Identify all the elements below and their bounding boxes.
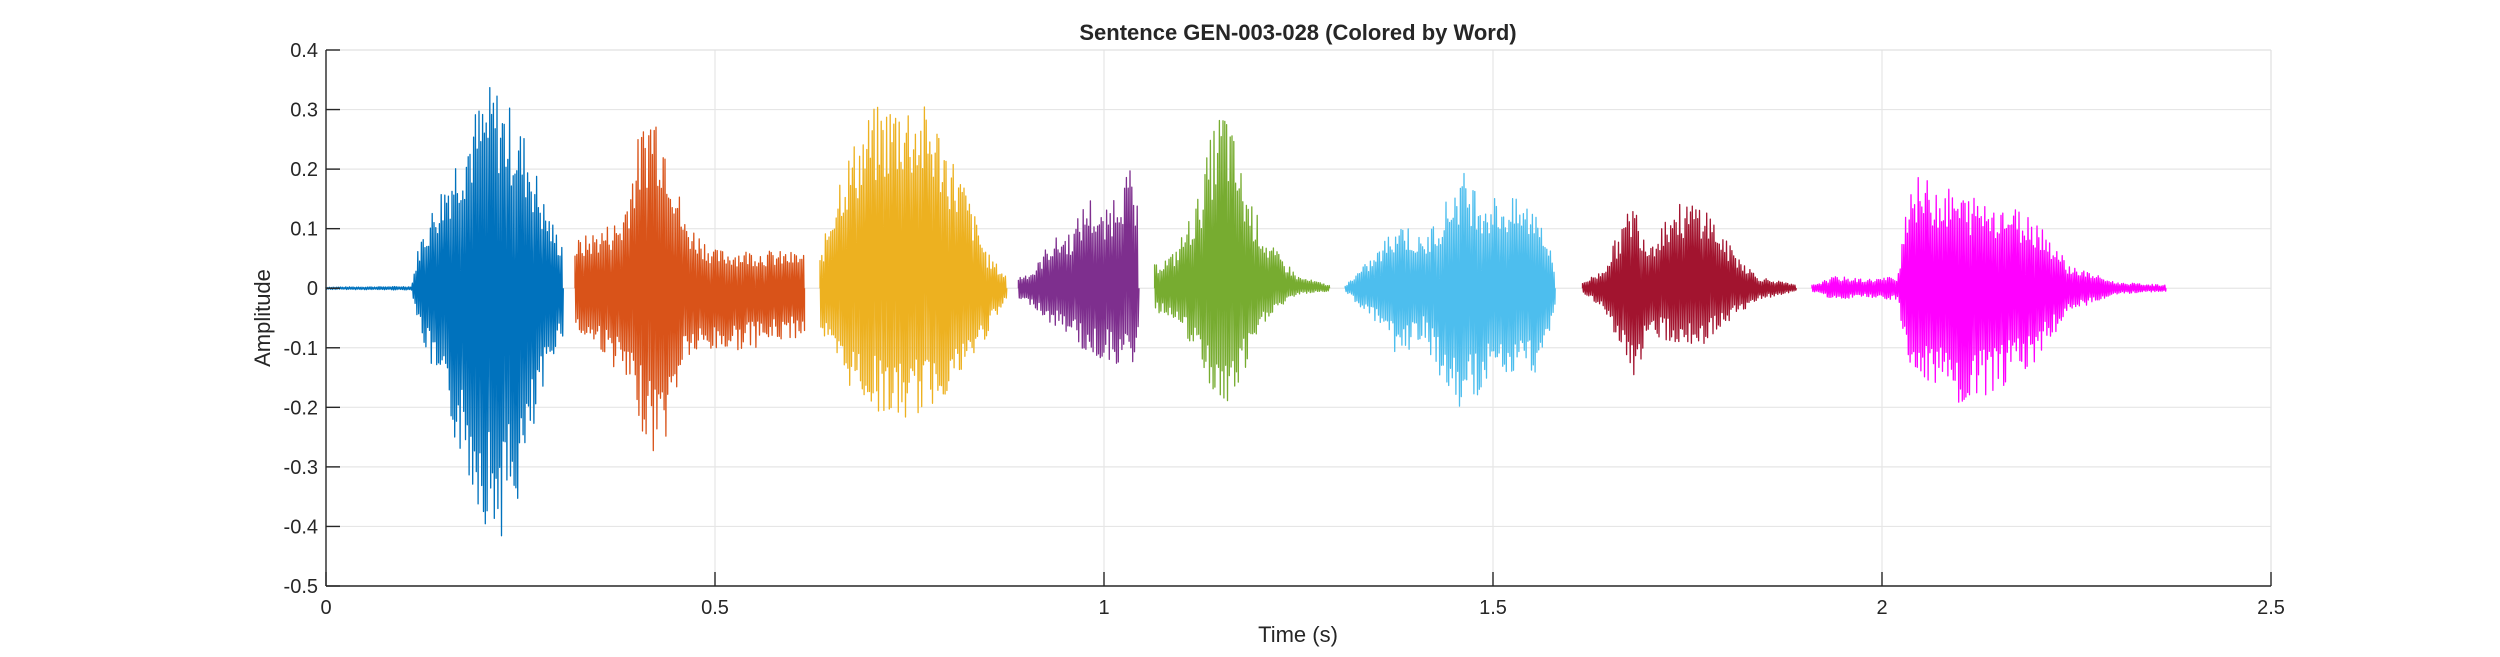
waveform-word-7 [1581, 203, 1798, 376]
x-axis-label: Time (s) [1258, 622, 1338, 647]
x-tick-label: 2 [1876, 597, 1887, 619]
y-tick-label: 0.2 [290, 159, 318, 181]
x-tick-label: 1.5 [1479, 597, 1507, 619]
y-tick-label: -0.1 [284, 338, 318, 360]
tick-labels: 0 0.5 1 1.5 2 2.5 -0.5 -0.4 -0.3 -0.2 -0.1 0 0.1 0.2 0… [284, 40, 2285, 619]
y-axis-label: Amplitude [250, 269, 275, 367]
y-tick-label: -0.3 [284, 457, 318, 479]
waveform-word-3 [819, 106, 1008, 418]
y-tick-label: -0.2 [284, 397, 318, 419]
chart-title: Sentence GEN-003-028 (Colored by Word) [1079, 20, 1516, 45]
axes [325, 49, 2272, 587]
waveform-word-4 [1017, 170, 1140, 364]
y-tick-label: -0.4 [284, 516, 318, 538]
y-tick-label: 0.1 [290, 219, 318, 241]
waveform-word-6 [1344, 172, 1556, 407]
waveform-word-2 [574, 126, 806, 452]
y-tick-label: 0.3 [290, 100, 318, 122]
waveform-word-1 [325, 86, 564, 537]
x-tick-label: 0 [320, 597, 331, 619]
waveform-series [325, 86, 2167, 537]
waveform-word-8 [1811, 176, 2167, 403]
y-tick-label: -0.5 [284, 576, 318, 598]
waveform-word-5 [1153, 119, 1331, 402]
y-tick-label: 0.4 [290, 40, 318, 62]
x-tick-label: 2.5 [2257, 597, 2285, 619]
x-tick-label: 0.5 [701, 597, 729, 619]
y-tick-label: 0 [307, 278, 318, 300]
x-tick-label: 1 [1098, 597, 1109, 619]
